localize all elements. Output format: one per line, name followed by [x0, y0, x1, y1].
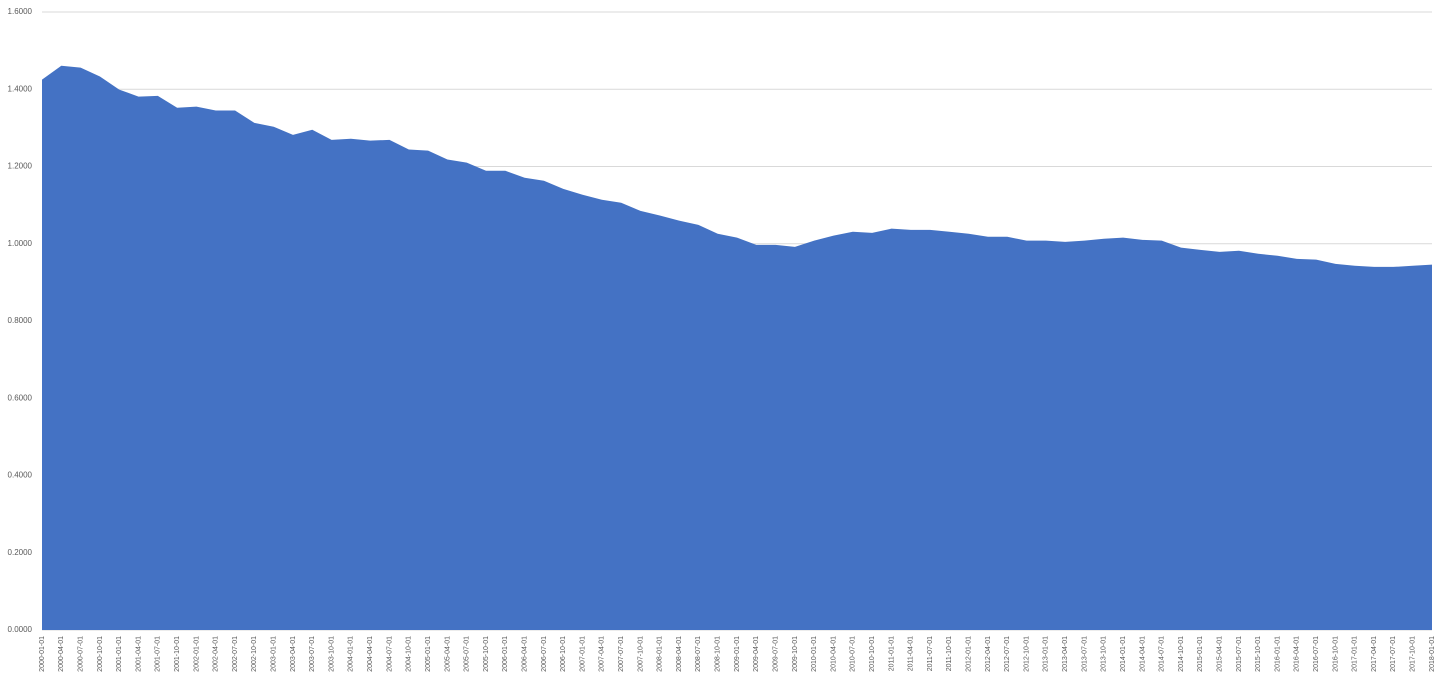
- x-tick-label: 2006-10-01: [560, 636, 567, 672]
- x-tick-label: 2013-04-01: [1062, 636, 1069, 672]
- x-tick-label: 2012-07-01: [1004, 636, 1011, 672]
- x-tick-label: 2008-04-01: [676, 636, 683, 672]
- x-tick-label: 2011-04-01: [908, 636, 915, 671]
- x-tick-label: 2010-04-01: [830, 636, 837, 672]
- x-tick-label: 2008-10-01: [715, 636, 722, 672]
- x-tick-label: 2012-10-01: [1023, 636, 1030, 672]
- x-tick-label: 2004-01-01: [348, 636, 355, 672]
- x-tick-label: 2016-10-01: [1332, 636, 1339, 672]
- y-tick-label: 0.0000: [8, 625, 33, 634]
- x-tick-label: 2012-04-01: [985, 636, 992, 672]
- x-tick-label: 2002-07-01: [232, 636, 239, 672]
- y-tick-label: 0.6000: [8, 393, 33, 402]
- x-tick-label: 2003-07-01: [309, 636, 316, 672]
- y-tick-label: 0.4000: [8, 471, 33, 480]
- x-tick-label: 2001-10-01: [174, 636, 181, 672]
- x-tick-label: 2002-10-01: [251, 636, 258, 672]
- x-tick-label: 2003-01-01: [271, 636, 278, 672]
- y-tick-label: 1.0000: [8, 239, 33, 248]
- area: [42, 65, 1432, 631]
- y-tick-label: 1.2000: [8, 162, 33, 171]
- x-tick-label: 2007-01-01: [579, 636, 586, 672]
- x-tick-label: 2009-07-01: [772, 636, 779, 672]
- x-tick-label: 2017-01-01: [1352, 636, 1359, 672]
- x-tick-label: 2009-10-01: [792, 636, 799, 672]
- x-tick-label: 2017-10-01: [1410, 636, 1417, 672]
- x-tick-label: 2001-04-01: [135, 636, 142, 672]
- x-tick-label: 2004-07-01: [386, 636, 393, 672]
- x-tick-label: 2012-01-01: [966, 636, 973, 672]
- x-tick-label: 2002-01-01: [193, 636, 200, 672]
- x-tick-label: 2010-07-01: [850, 636, 857, 672]
- x-tick-label: 2010-01-01: [811, 636, 818, 672]
- x-tick-label: 2015-07-01: [1236, 636, 1243, 672]
- x-tick-label: 2014-04-01: [1139, 636, 1146, 672]
- x-tick-label: 2002-04-01: [213, 636, 220, 672]
- x-tick-label: 2011-10-01: [946, 636, 953, 671]
- x-tick-label: 2005-04-01: [444, 636, 451, 672]
- x-tick-label: 2008-01-01: [657, 636, 664, 672]
- x-tick-label: 2001-07-01: [155, 636, 162, 672]
- x-tick-label: 2007-10-01: [637, 636, 644, 672]
- x-tick-label: 2015-10-01: [1255, 636, 1262, 672]
- x-tick-label: 2004-04-01: [367, 636, 374, 672]
- x-tick-label: 2015-01-01: [1197, 636, 1204, 672]
- x-tick-label: 2008-07-01: [695, 636, 702, 672]
- x-tick-label: 2000-07-01: [77, 636, 84, 672]
- x-tick-label: 2013-07-01: [1081, 636, 1088, 672]
- x-tick-label: 2003-04-01: [290, 636, 297, 672]
- x-tick-label: 2007-07-01: [618, 636, 625, 672]
- x-tick-label: 2018-01-01: [1429, 636, 1436, 672]
- x-tick-label: 2006-01-01: [502, 636, 509, 672]
- x-tick-label: 2000-01-01: [39, 636, 46, 672]
- x-tick-label: 2010-10-01: [869, 636, 876, 672]
- x-tick-label: 2016-01-01: [1274, 636, 1281, 672]
- x-tick-label: 2000-04-01: [58, 636, 65, 672]
- x-tick-label: 2013-01-01: [1043, 636, 1050, 672]
- x-tick-label: 2005-10-01: [483, 636, 490, 672]
- y-tick-label: 1.4000: [8, 84, 33, 93]
- x-tick-label: 2017-07-01: [1390, 636, 1397, 672]
- x-tick-label: 2001-01-01: [116, 636, 123, 672]
- x-tick-label: 2005-07-01: [464, 636, 471, 672]
- x-tick-label: 2006-07-01: [541, 636, 548, 672]
- x-tick-label: 2011-07-01: [927, 636, 934, 671]
- x-tick-label: 2009-01-01: [734, 636, 741, 672]
- x-tick-label: 2005-01-01: [425, 636, 432, 672]
- x-tick-label: 2009-04-01: [753, 636, 760, 672]
- x-tick-label: 2014-01-01: [1120, 636, 1127, 672]
- x-tick-label: 2013-10-01: [1101, 636, 1108, 672]
- x-tick-label: 2004-10-01: [406, 636, 413, 672]
- y-tick-label: 0.2000: [8, 548, 33, 557]
- x-tick-label: 2003-10-01: [328, 636, 335, 672]
- y-tick-label: 0.8000: [8, 316, 33, 325]
- x-tick-label: 2011-01-01: [888, 636, 895, 671]
- x-tick-label: 2016-07-01: [1313, 636, 1320, 672]
- x-tick-label: 2007-04-01: [599, 636, 606, 672]
- x-tick-label: 2014-07-01: [1159, 636, 1166, 672]
- x-tick-label: 2000-10-01: [97, 636, 104, 672]
- x-tick-label: 2017-04-01: [1371, 636, 1378, 672]
- x-tick-label: 2016-04-01: [1294, 636, 1301, 672]
- x-tick-label: 2015-04-01: [1216, 636, 1223, 672]
- y-tick-label: 1.6000: [8, 7, 33, 16]
- x-tick-label: 2014-10-01: [1178, 636, 1185, 672]
- x-tick-label: 2006-04-01: [521, 636, 528, 672]
